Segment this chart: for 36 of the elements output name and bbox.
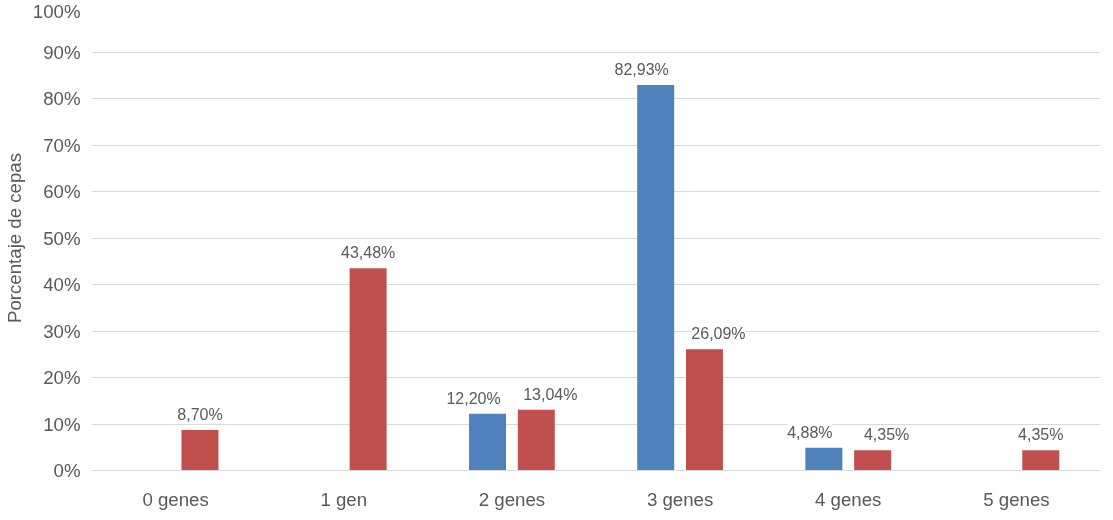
data-label: 4,35% [863, 426, 910, 444]
bar [637, 84, 675, 471]
bar [349, 268, 387, 471]
y-tick-label: 20% [43, 367, 81, 388]
data-label: 82,93% [614, 60, 669, 78]
bar [854, 450, 892, 471]
data-label: 26,09% [691, 325, 746, 343]
y-tick-label: 70% [43, 134, 81, 156]
bar [181, 430, 219, 471]
x-tick-label: 2 genes [478, 488, 546, 510]
bar [517, 409, 555, 471]
x-tick-label: 1 gen [320, 488, 368, 510]
bar [685, 349, 723, 471]
data-label: 4,88% [787, 423, 833, 441]
x-tick-label: 4 genes [815, 488, 882, 510]
y-tick-label: 0% [53, 460, 81, 481]
y-tick-label: 60% [43, 181, 81, 202]
y-tick-label: 90% [43, 41, 81, 63]
y-tick-label: 30% [43, 320, 81, 342]
data-label: 8,70% [177, 406, 223, 424]
data-label: 43,48% [341, 244, 396, 262]
x-tick-label: 0 genes [142, 488, 209, 510]
y-tick-label: 10% [43, 413, 81, 435]
y-axis-title: Porcentaje de cepas [3, 152, 25, 324]
data-label: 12,20% [446, 389, 501, 407]
y-tick-label: 80% [43, 88, 81, 109]
y-tick-label: 100% [32, 0, 81, 22]
y-tick-label: 40% [43, 274, 81, 295]
data-label: 4,35% [1018, 426, 1064, 444]
y-tick-label: 50% [43, 227, 81, 249]
x-tick-label: 5 genes [983, 488, 1050, 510]
bar [805, 447, 843, 471]
bar [1022, 450, 1060, 471]
bar [469, 413, 507, 471]
data-label: 13,04% [523, 385, 578, 403]
x-tick-label: 3 genes [646, 488, 714, 510]
